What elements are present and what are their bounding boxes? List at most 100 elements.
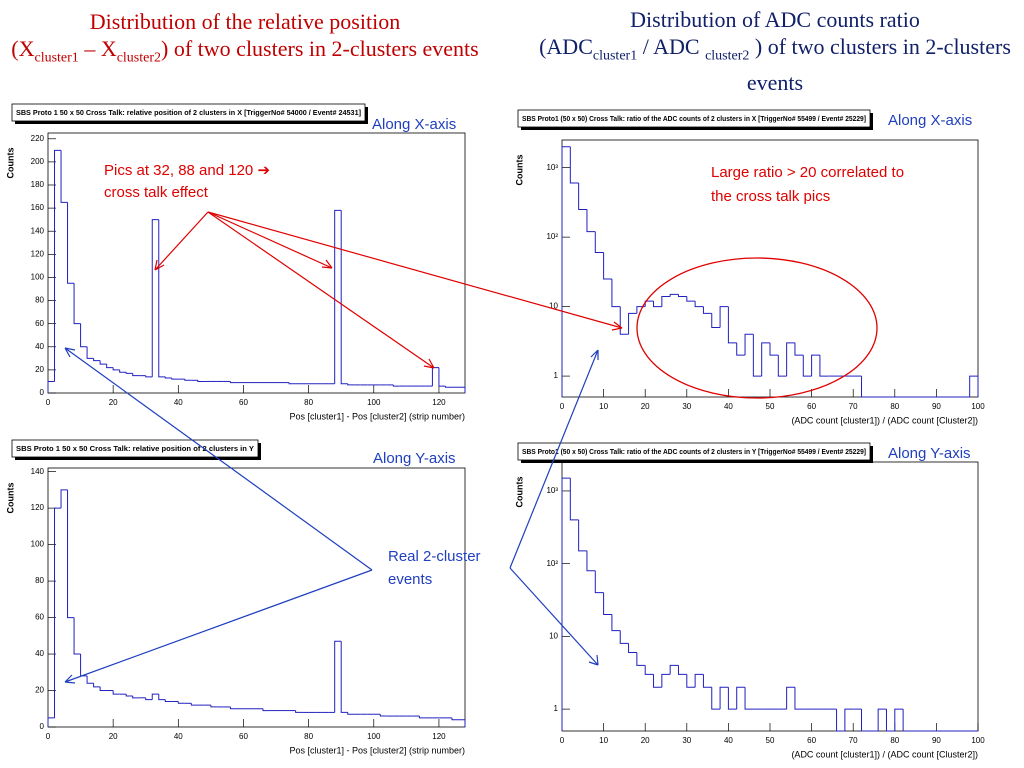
x-axis-label: Pos [cluster1] - Pos [cluster2] (strip n… xyxy=(289,411,465,421)
histogram-bin xyxy=(628,312,637,335)
x-tick-label: 30 xyxy=(682,402,691,411)
chart-layer: SBS Proto 1 50 x 50 Cross Talk: relative… xyxy=(5,103,985,759)
histogram-bin xyxy=(125,372,133,374)
y-tick-label: 10² xyxy=(546,232,558,241)
histogram-bin xyxy=(794,342,804,356)
plot-frame xyxy=(561,461,979,732)
y-tick-label: 20 xyxy=(35,686,44,695)
histogram-bin xyxy=(93,358,101,362)
histogram-bin xyxy=(334,209,342,384)
histogram-bin xyxy=(229,381,237,384)
blue-arrows xyxy=(64,347,599,684)
histogram-bin xyxy=(145,697,153,701)
x-tick-label: 50 xyxy=(766,736,775,745)
histogram-bin xyxy=(73,283,81,325)
histogram-bin xyxy=(569,478,579,521)
x-tick-label: 60 xyxy=(239,398,248,407)
histogram-bin xyxy=(73,617,81,655)
heading-text: – X xyxy=(78,36,117,61)
x-tick-label: 100 xyxy=(971,402,985,411)
y-tick-label: 20 xyxy=(35,365,44,374)
histogram-bin xyxy=(711,687,721,710)
chart-title: SBS Proto 1 50 x 50 Cross Talk: relative… xyxy=(16,108,361,117)
histogram-bin xyxy=(145,375,153,378)
histogram-bin xyxy=(686,674,696,688)
histogram-bin xyxy=(969,375,979,397)
heading-text: ) of two clusters in 2-clusters events xyxy=(161,36,479,61)
histogram-bin xyxy=(586,209,596,233)
x-tick-label: 0 xyxy=(46,732,51,741)
x-tick-label: 80 xyxy=(304,398,313,407)
y-tick-label: 40 xyxy=(35,342,44,351)
title-box xyxy=(11,103,366,122)
plot-frame xyxy=(47,132,466,394)
histogram-bin xyxy=(197,380,205,382)
histogram-bin xyxy=(694,301,704,308)
chart-title: SBS Proto 1 50 x 50 Cross Talk: relative… xyxy=(16,444,254,453)
histogram-bin xyxy=(603,592,612,615)
x-tick-label: 70 xyxy=(849,402,858,411)
x-tick-label: 70 xyxy=(849,736,858,745)
histogram-bin xyxy=(171,377,179,380)
left-heading: Distribution of the relative position (X… xyxy=(10,8,480,71)
x-tick-label: 120 xyxy=(432,732,446,741)
y-tick-label: 60 xyxy=(35,613,44,622)
x-tick-label: 20 xyxy=(641,736,650,745)
histogram-bin xyxy=(628,643,637,654)
histogram-bin xyxy=(334,640,342,713)
histogram-bin xyxy=(619,306,629,335)
histogram-bin xyxy=(164,699,172,702)
histogram-bin xyxy=(458,386,466,393)
y-tick-label: 1 xyxy=(554,704,559,713)
histogram-bin xyxy=(744,687,754,710)
annotation: Large ratio > 20 correlated to xyxy=(711,164,904,181)
histogram-bin xyxy=(47,717,55,727)
annotation: Along Y-axis xyxy=(888,445,971,462)
y-axis-label: Counts xyxy=(514,155,524,186)
annotation: Along Y-axis xyxy=(373,450,456,467)
histogram-bin xyxy=(761,342,770,377)
y-tick-label: 80 xyxy=(35,576,44,585)
x-tick-label: 0 xyxy=(46,398,51,407)
annotation: Along X-axis xyxy=(372,116,456,133)
histogram-bin xyxy=(86,675,94,684)
histogram-bin xyxy=(561,146,571,397)
x-tick-label: 80 xyxy=(890,736,899,745)
x-tick-label: 100 xyxy=(367,732,381,741)
histogram-bin xyxy=(164,376,172,379)
x-tick-label: 40 xyxy=(174,398,183,407)
x-tick-label: 40 xyxy=(724,736,733,745)
histogram-bin xyxy=(769,342,779,356)
histogram-bin xyxy=(603,252,612,280)
histogram-bin xyxy=(158,694,166,701)
histogram-bin xyxy=(877,708,887,731)
histogram-bin xyxy=(151,693,159,700)
histogram-bin xyxy=(444,386,452,388)
y-tick-label: 10² xyxy=(546,559,558,568)
annotation: cross talk effect xyxy=(104,184,209,201)
x-tick-label: 60 xyxy=(239,732,248,741)
histogram-bin xyxy=(702,674,712,688)
histogram-bin xyxy=(677,665,687,675)
histogram-bin xyxy=(67,202,75,284)
annotation: Real 2-cluster xyxy=(388,548,481,565)
annotation: events xyxy=(388,571,432,588)
y-tick-label: 10 xyxy=(549,631,558,640)
heading-sub: cluster2 xyxy=(116,50,162,66)
histogram-bin xyxy=(347,712,355,715)
y-axis-label: Counts xyxy=(514,477,524,508)
histogram-bin xyxy=(347,383,355,386)
histogram-bin xyxy=(112,367,120,371)
histogram-bin xyxy=(594,570,604,594)
histogram-bin xyxy=(158,219,166,378)
title-box xyxy=(11,439,259,458)
histogram-bin xyxy=(811,354,820,377)
x-tick-label: 50 xyxy=(766,402,775,411)
histogram-bin xyxy=(295,710,303,713)
y-tick-label: 200 xyxy=(31,157,45,166)
highlight-ellipse xyxy=(636,257,878,399)
y-tick-label: 10 xyxy=(549,302,558,311)
histogram-bin xyxy=(578,519,587,552)
histogram-bin xyxy=(99,686,107,692)
